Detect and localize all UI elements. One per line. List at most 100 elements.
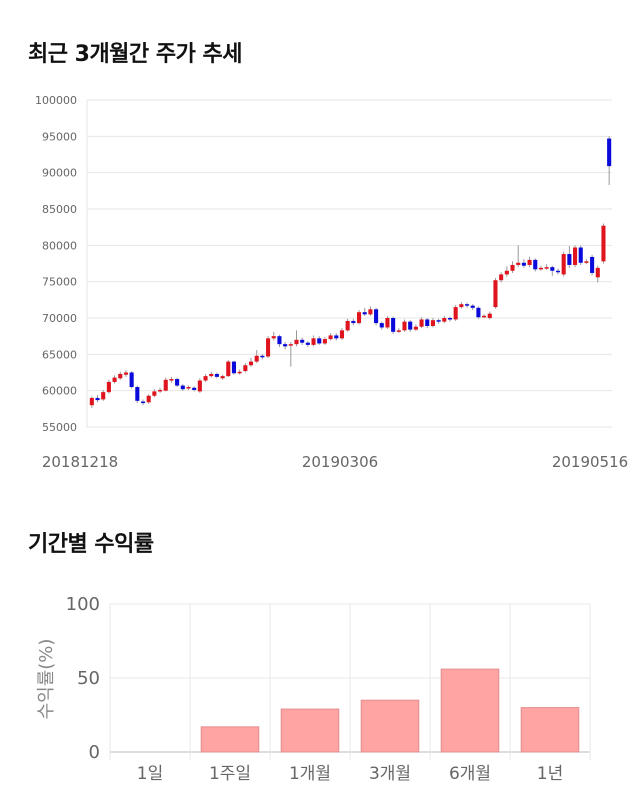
returns-x-tick-label: 1일 <box>137 764 163 784</box>
candle-body <box>209 373 214 377</box>
candle-body <box>288 344 293 346</box>
candle-body <box>146 395 151 403</box>
candle-body <box>504 270 509 275</box>
candle-body <box>419 319 424 327</box>
candle-body <box>180 385 185 390</box>
returns-bar <box>440 668 500 753</box>
candle-body <box>248 361 254 366</box>
candle-body <box>237 371 242 374</box>
candle-body <box>192 387 197 390</box>
candle-body <box>254 355 259 362</box>
candle-y-tick-label: 95000 <box>42 130 77 143</box>
candle-y-tick-label: 70000 <box>42 312 77 325</box>
candle-body <box>470 305 475 308</box>
candle-grid <box>86 99 612 428</box>
candle-body <box>499 274 504 281</box>
candle-body <box>345 320 350 331</box>
candle-body <box>356 312 362 324</box>
candle-body <box>214 373 219 377</box>
candle-body <box>368 309 373 315</box>
returns-x-tick-label: 1개월 <box>289 764 331 784</box>
candle-body <box>533 259 538 270</box>
candle-body <box>459 304 464 308</box>
candle-body <box>175 379 180 386</box>
candle-body <box>266 338 271 357</box>
candle-body <box>385 318 390 328</box>
candle-body <box>516 262 521 265</box>
returns-bar <box>520 707 580 753</box>
candle-body <box>601 225 606 262</box>
candle-body <box>260 355 265 358</box>
candle-body <box>123 372 128 375</box>
candle-body <box>578 247 583 263</box>
candle-body <box>101 392 106 400</box>
returns-y-ticks: 0 50 100 <box>66 594 100 763</box>
candle-body <box>226 361 231 377</box>
returns-bars <box>200 668 580 753</box>
candle-x-ticks: 20181218 20190306 20190516 <box>42 453 628 471</box>
candle-body <box>521 262 526 266</box>
candle-body <box>584 261 589 263</box>
candle-y-ticks: 100000 95000 90000 85000 80000 75000 70000 6500… <box>35 94 77 434</box>
returns-x-tick-label: 1주일 <box>209 764 251 784</box>
candle-body <box>595 267 600 278</box>
candle-body <box>294 339 299 345</box>
candle-body <box>550 267 555 271</box>
candle-body <box>538 267 543 270</box>
returns-bar <box>200 726 260 753</box>
returns-y-axis-label: 수익률(%) <box>36 639 57 720</box>
candle-body <box>362 312 367 315</box>
candle-body <box>186 387 191 389</box>
candle-body <box>430 320 435 326</box>
candle-y-tick-label: 75000 <box>42 276 77 289</box>
returns-x-tick-label: 3개월 <box>369 764 411 784</box>
candle-body <box>152 391 157 396</box>
returns-y-tick-label: 0 <box>89 742 100 763</box>
candle-x-tick-label: 20190516 <box>552 453 628 471</box>
candle-body <box>379 323 384 328</box>
candle-body <box>402 321 407 331</box>
candle-body <box>277 336 282 345</box>
candle-body <box>442 318 447 322</box>
candle-body <box>169 379 174 381</box>
candle-body <box>561 254 566 275</box>
candle-body <box>447 318 453 320</box>
candle-body <box>351 320 356 324</box>
candle-body <box>317 338 322 344</box>
candle-body <box>476 307 481 318</box>
candle-body <box>487 313 492 318</box>
candle-body <box>339 330 345 339</box>
candle-body <box>311 338 316 345</box>
candle-body <box>158 389 163 392</box>
candle-y-tick-label: 55000 <box>42 421 77 434</box>
candle-body <box>203 376 208 381</box>
candle-body <box>322 339 327 344</box>
candle-body <box>300 339 305 343</box>
candle-body <box>220 376 225 379</box>
candle-body <box>408 321 413 330</box>
candle-y-tick-label: 80000 <box>42 239 77 252</box>
candle-body <box>328 335 333 340</box>
candle-body <box>305 342 310 345</box>
returns-y-tick-label: 100 <box>66 594 100 615</box>
candle-body <box>527 259 532 265</box>
candle-body <box>140 401 146 404</box>
candle-body <box>243 365 248 372</box>
candle-x-tick-label: 20181218 <box>42 453 118 471</box>
candle-y-tick-label: 100000 <box>35 94 77 107</box>
candle-body <box>95 397 100 401</box>
returns-bar <box>280 708 340 753</box>
candle-body <box>436 320 441 322</box>
candle-body <box>567 254 572 265</box>
candle-body <box>544 267 549 269</box>
candle-body <box>453 307 458 320</box>
price-trend-title: 최근 3개월간 주가 추세 <box>28 42 242 67</box>
candle-body <box>118 373 123 379</box>
candle-body <box>413 326 418 330</box>
candle-body <box>510 264 515 271</box>
returns-bar <box>360 699 420 753</box>
candle-body <box>573 247 578 265</box>
returns-x-tick-label: 6개월 <box>449 764 491 784</box>
returns-grid <box>109 603 591 760</box>
candle-body <box>106 381 111 393</box>
